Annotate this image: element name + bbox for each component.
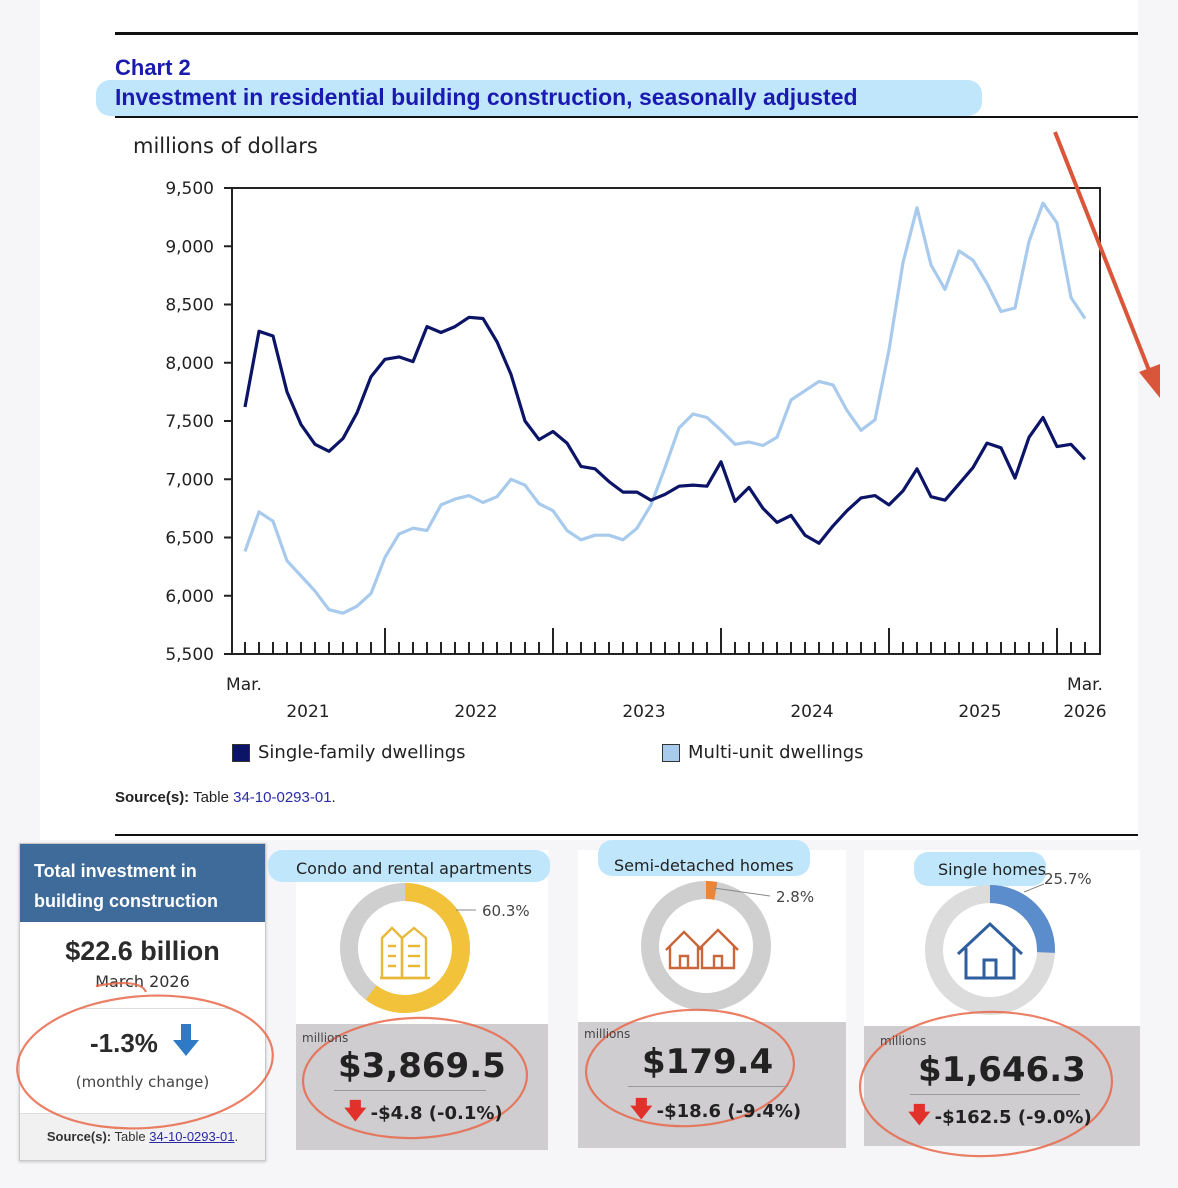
total-amount: $22.6 billion <box>65 936 220 966</box>
chart-source: Source(s): Table 34-10-0293-01. <box>115 789 336 806</box>
semi-change-value: -$18.6 (-9.4%) <box>656 1100 802 1122</box>
total-source-text: Table <box>114 1129 146 1144</box>
title-rule <box>115 116 1138 118</box>
y-tick-label: 7,500 <box>165 412 214 432</box>
total-investment-card: Total investment in building constructio… <box>19 843 266 1161</box>
title-highlight <box>96 80 982 116</box>
condo-change: 🡇 -$4.8 (-0.1%) <box>344 1094 503 1132</box>
semi-title: Semi-detached homes <box>614 856 794 875</box>
condo-divider <box>334 1090 486 1091</box>
semi-divider <box>628 1086 788 1087</box>
total-card-source: Source(s): Table 34-10-0293-01. <box>20 1113 265 1160</box>
annotation-arrowhead <box>1139 364 1160 398</box>
source-text: Table <box>193 789 229 806</box>
x-year-label: 2022 <box>454 702 497 722</box>
legend-label-single-family: Single-family dwellings <box>258 742 466 763</box>
single-share: 25.7% <box>1044 870 1092 888</box>
single-divider <box>910 1094 1080 1095</box>
line-chart: 5,500 6,000 6,500 7,000 7,500 8,000 8,500 9,000… <box>165 131 1160 722</box>
total-change: -1.3% <box>90 1024 200 1059</box>
condo-card: Condo and rental apartments 60.3% millio… <box>268 850 550 1150</box>
condo-title: Condo and rental apartments <box>296 859 532 878</box>
red-down-arrow-icon: 🡇 <box>630 1097 653 1122</box>
single-title-highlight <box>914 852 1046 886</box>
y-tick-label: 6,500 <box>165 529 214 549</box>
single-change-value: -$162.5 (-9.0%) <box>934 1106 1092 1128</box>
condo-share: 60.3% <box>482 902 530 920</box>
source-end: . <box>331 789 336 806</box>
legend-swatch-single-family <box>232 743 250 762</box>
single-change: 🡇 -$162.5 (-9.0%) <box>908 1098 1092 1136</box>
annotation-arrow <box>1053 131 1158 389</box>
down-arrow-icon <box>173 1024 200 1056</box>
total-source-end: . <box>234 1129 239 1144</box>
x-year-label: 2026 <box>1063 702 1106 722</box>
y-tick-label: 6,000 <box>165 587 214 607</box>
condo-amount: $3,869.5 <box>338 1046 506 1086</box>
single-title: Single homes <box>938 860 1046 879</box>
y-axis-label: millions of dollars <box>133 134 318 158</box>
condo-building-icon <box>380 926 430 980</box>
legend-multi-unit: Multi-unit dwellings <box>662 742 864 763</box>
y-tick-label: 7,000 <box>165 470 214 490</box>
semi-amount: $179.4 <box>642 1042 774 1082</box>
semi-share: 2.8% <box>776 888 815 906</box>
legend-swatch-multi-unit <box>662 743 680 762</box>
x-start-label: Mar. <box>226 675 262 695</box>
chart-number: Chart 2 <box>115 55 191 80</box>
total-change-value: -1.3% <box>90 1028 158 1058</box>
y-tick-label: 8,000 <box>165 354 214 374</box>
bottom-rule <box>115 834 1138 836</box>
semi-title-highlight <box>598 840 810 876</box>
semi-donut <box>641 881 771 1011</box>
single-card: Single homes 25.7% millions $1,646.3 🡇 -… <box>864 850 1140 1146</box>
semi-donut-track <box>641 881 771 1011</box>
single-donut <box>925 883 1055 1015</box>
condo-change-value: -$4.8 (-0.1%) <box>370 1102 503 1124</box>
red-down-arrow-icon: 🡇 <box>344 1099 367 1124</box>
x-end-label: Mar. <box>1067 675 1103 695</box>
single-amount: $1,646.3 <box>918 1050 1086 1090</box>
single-donut-fill <box>925 885 1055 1015</box>
total-source-link[interactable]: 34-10-0293-01 <box>149 1129 235 1144</box>
semi-card: Semi-detached homes 2.8% millions $179.4… <box>578 840 846 1148</box>
y-tick-label: 9,000 <box>165 237 214 257</box>
total-card-heading: Total investment in building constructio… <box>20 844 265 922</box>
y-tick-label: 5,500 <box>165 645 214 665</box>
semi-unit: millions <box>584 1027 631 1041</box>
x-year-label: 2025 <box>958 702 1001 722</box>
source-link[interactable]: 34-10-0293-01 <box>233 789 332 806</box>
condo-donut <box>340 883 476 1013</box>
condo-title-highlight <box>268 850 550 882</box>
total-divider <box>80 1008 230 1009</box>
total-change-caption: (monthly change) <box>75 1073 210 1091</box>
x-year-label: 2023 <box>622 702 665 722</box>
semi-donut-fill <box>641 881 771 1011</box>
semi-houses-icon <box>665 928 739 970</box>
series-line-multi-unit <box>243 201 1087 615</box>
series-line-single-family <box>243 315 1087 545</box>
single-house-icon <box>956 921 1024 980</box>
legend-single-family: Single-family dwellings <box>232 742 466 763</box>
legend-label-multi-unit: Multi-unit dwellings <box>688 742 864 763</box>
top-rule <box>115 32 1138 35</box>
y-tick-label: 9,500 <box>165 179 214 199</box>
x-year-label: 2021 <box>286 702 329 722</box>
condo-unit: millions <box>302 1031 349 1045</box>
total-source-label: Source(s): <box>46 1129 112 1144</box>
condo-donut-fill <box>340 883 470 1013</box>
source-label: Source(s): <box>115 789 190 806</box>
x-year-label: 2024 <box>790 702 833 722</box>
single-unit: millions <box>880 1034 927 1048</box>
total-date: March 2026 <box>95 972 190 991</box>
y-tick-label: 8,500 <box>165 296 214 316</box>
red-down-arrow-icon: 🡇 <box>908 1103 931 1128</box>
chart-title: Investment in residential building const… <box>115 84 858 110</box>
semi-change: 🡇 -$18.6 (-9.4%) <box>630 1092 801 1130</box>
report-page <box>40 0 1138 840</box>
